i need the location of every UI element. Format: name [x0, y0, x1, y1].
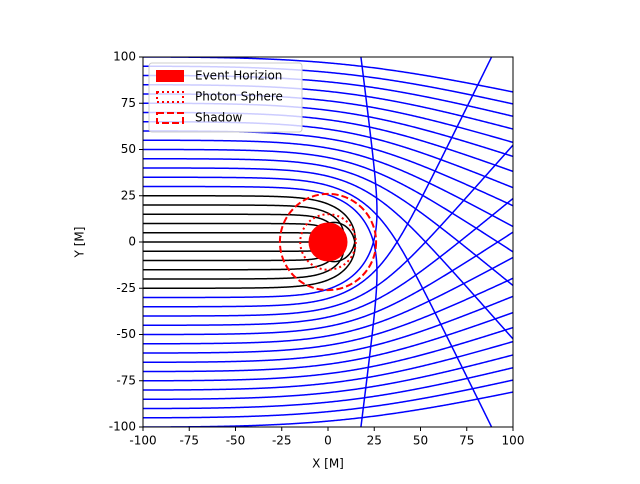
x-tick-label: -25	[272, 434, 292, 448]
y-tick-label: 50	[121, 142, 136, 156]
y-tick-label: -25	[116, 281, 136, 295]
x-tick-label: 75	[459, 434, 474, 448]
y-tick-label: -50	[116, 327, 136, 341]
x-tick-label: 100	[502, 434, 525, 448]
y-tick-label: 100	[113, 50, 136, 64]
x-tick-label: -75	[179, 434, 199, 448]
legend-label: Event Horizion	[195, 69, 282, 83]
legend: Event Horizion Photon Sphere Shadow	[149, 63, 302, 132]
light-ray	[143, 359, 550, 409]
light-ray	[143, 260, 330, 270]
light-ray	[143, 140, 550, 246]
y-tick-label: 0	[128, 235, 136, 249]
light-ray	[143, 224, 319, 227]
x-tick-label: 25	[367, 434, 382, 448]
x-tick-label: -50	[226, 434, 246, 448]
legend-label: Photon Sphere	[195, 90, 283, 104]
y-tick-label: -100	[109, 420, 136, 434]
x-tick-label: 50	[413, 434, 428, 448]
light-ray	[143, 237, 550, 343]
y-tick-label: -75	[116, 373, 136, 387]
y-tick-label: 75	[121, 96, 136, 110]
x-tick-label: 0	[324, 434, 332, 448]
x-axis-label: X [M]	[312, 457, 344, 471]
legend-swatch	[157, 71, 183, 81]
x-tick-label: -100	[129, 434, 156, 448]
light-ray	[143, 258, 319, 261]
light-ray	[143, 214, 330, 224]
light-ray	[143, 252, 343, 279]
light-ray	[143, 372, 550, 418]
y-tick-label: 25	[121, 188, 136, 202]
circle-filled	[310, 224, 347, 261]
y-axis-label: Y [M]	[73, 227, 87, 259]
legend-label: Shadow	[195, 111, 243, 125]
